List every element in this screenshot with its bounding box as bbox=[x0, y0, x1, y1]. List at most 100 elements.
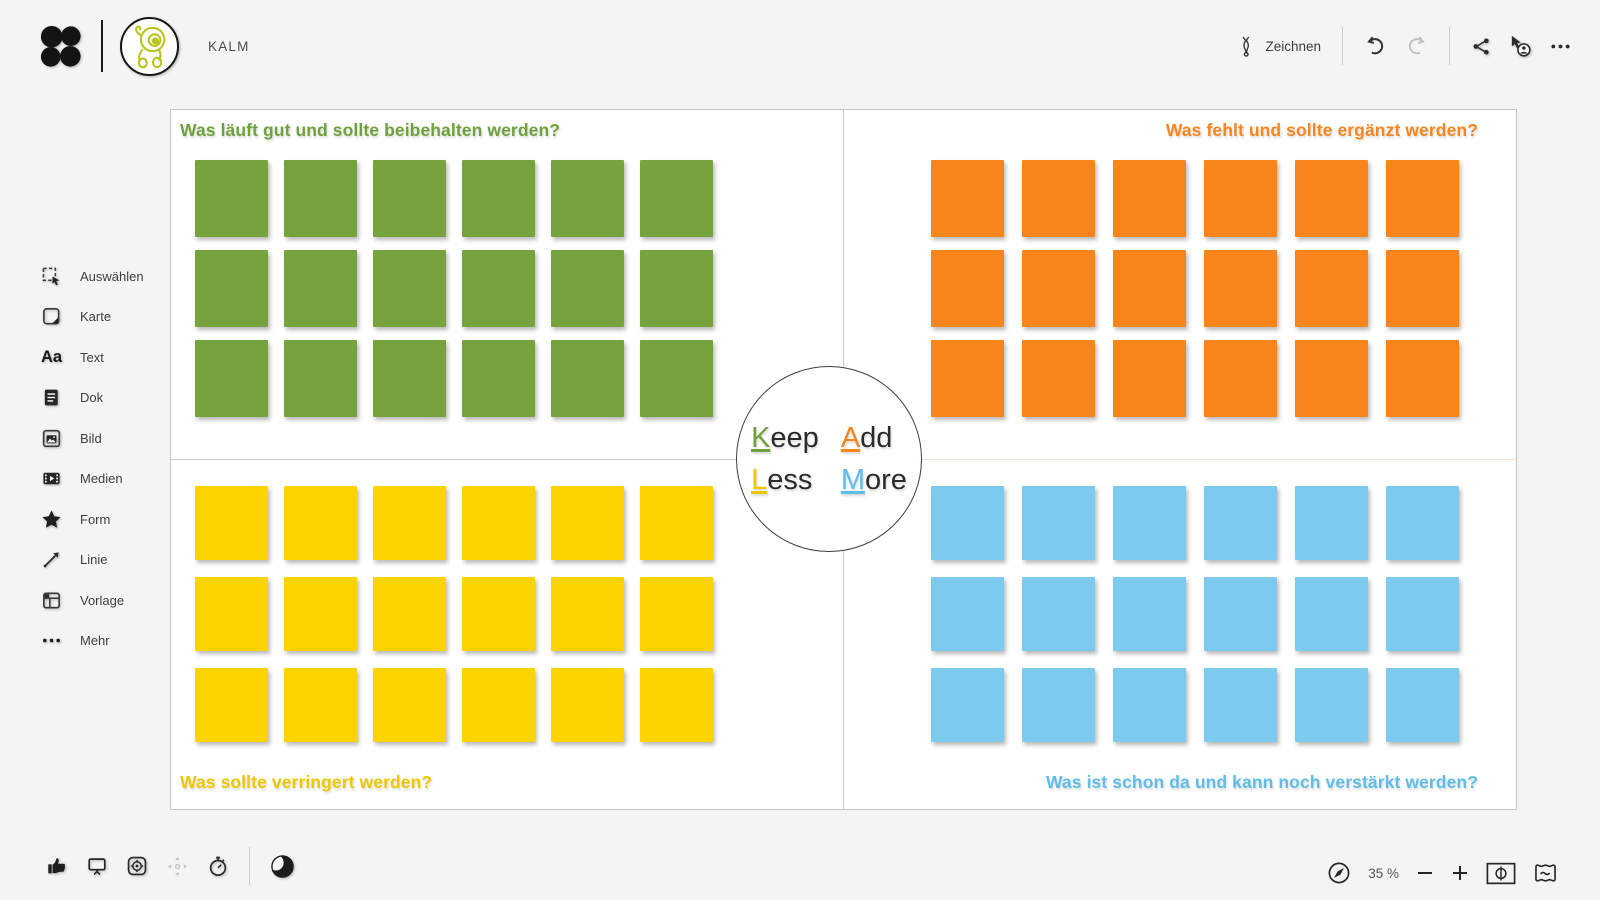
sticky-note[interactable] bbox=[1204, 668, 1277, 742]
sticky-note[interactable] bbox=[1386, 486, 1459, 560]
sticky-note[interactable] bbox=[1295, 250, 1368, 327]
sticky-note[interactable] bbox=[462, 486, 535, 560]
sticky-note[interactable] bbox=[373, 577, 446, 651]
fit-screen-button[interactable] bbox=[1486, 862, 1516, 885]
thumbs-up-icon[interactable] bbox=[46, 855, 68, 877]
sticky-note[interactable] bbox=[373, 486, 446, 560]
sticky-note[interactable] bbox=[1295, 160, 1368, 237]
zoom-in-button[interactable] bbox=[1451, 864, 1469, 882]
sticky-note[interactable] bbox=[1204, 160, 1277, 237]
sticky-note[interactable] bbox=[551, 577, 624, 651]
sticky-note[interactable] bbox=[1295, 340, 1368, 417]
sticky-note[interactable] bbox=[1022, 668, 1095, 742]
sidebar-item-mehr[interactable]: Mehr bbox=[40, 630, 144, 652]
sticky-note[interactable] bbox=[931, 250, 1004, 327]
sticky-note[interactable] bbox=[640, 160, 713, 237]
sticky-note[interactable] bbox=[1204, 250, 1277, 327]
sticky-note[interactable] bbox=[462, 250, 535, 327]
sticky-note[interactable] bbox=[1113, 340, 1186, 417]
sticky-note[interactable] bbox=[462, 340, 535, 417]
sticky-note[interactable] bbox=[284, 668, 357, 742]
sidebar-item-medien[interactable]: Medien bbox=[40, 468, 144, 490]
sticky-note[interactable] bbox=[551, 250, 624, 327]
sticky-note[interactable] bbox=[373, 160, 446, 237]
sticky-note[interactable] bbox=[640, 486, 713, 560]
contrast-icon[interactable] bbox=[270, 854, 295, 879]
sticky-note[interactable] bbox=[1022, 160, 1095, 237]
sticky-note[interactable] bbox=[284, 340, 357, 417]
sticky-note[interactable] bbox=[551, 340, 624, 417]
sticky-note[interactable] bbox=[640, 250, 713, 327]
undo-button[interactable] bbox=[1364, 34, 1388, 58]
sticky-note[interactable] bbox=[1113, 668, 1186, 742]
sticky-note[interactable] bbox=[1204, 486, 1277, 560]
sticky-note[interactable] bbox=[1113, 250, 1186, 327]
sticky-note[interactable] bbox=[1204, 577, 1277, 651]
sticky-note[interactable] bbox=[373, 250, 446, 327]
sticky-note[interactable] bbox=[1113, 577, 1186, 651]
sticky-note[interactable] bbox=[1386, 160, 1459, 237]
sidebar-item-bild[interactable]: Bild bbox=[40, 427, 144, 449]
sticky-note[interactable] bbox=[195, 668, 268, 742]
sticky-note[interactable] bbox=[284, 160, 357, 237]
sticky-note[interactable] bbox=[1386, 668, 1459, 742]
sticky-note[interactable] bbox=[284, 250, 357, 327]
zoom-out-button[interactable] bbox=[1416, 864, 1434, 882]
quadrant-keep-title[interactable]: Was läuft gut und sollte beibehalten wer… bbox=[180, 120, 561, 140]
sticky-note[interactable] bbox=[195, 340, 268, 417]
more-button[interactable] bbox=[1549, 35, 1572, 58]
presenter-button[interactable] bbox=[1508, 34, 1533, 59]
quadrant-more-title[interactable]: Was ist schon da und kann noch verstärkt… bbox=[1045, 772, 1478, 792]
sticky-note[interactable] bbox=[284, 577, 357, 651]
sticky-note[interactable] bbox=[1386, 577, 1459, 651]
sticky-note[interactable] bbox=[1295, 577, 1368, 651]
sticky-note[interactable] bbox=[1386, 340, 1459, 417]
sticky-note[interactable] bbox=[373, 340, 446, 417]
sticky-note[interactable] bbox=[931, 340, 1004, 417]
sidebar-item-auswaehlen[interactable]: Auswählen bbox=[40, 265, 144, 287]
minimap-button[interactable] bbox=[1533, 863, 1558, 884]
sticky-note[interactable] bbox=[462, 577, 535, 651]
sticky-note[interactable] bbox=[1204, 340, 1277, 417]
sticky-note[interactable] bbox=[1022, 486, 1095, 560]
sticky-note[interactable] bbox=[1113, 486, 1186, 560]
sticky-note[interactable] bbox=[1295, 668, 1368, 742]
sticky-note[interactable] bbox=[551, 160, 624, 237]
kalm-center-circle[interactable]: Keep Add Less More bbox=[736, 366, 922, 552]
sticky-note[interactable] bbox=[284, 486, 357, 560]
sticky-note[interactable] bbox=[195, 250, 268, 327]
redo-button[interactable] bbox=[1404, 34, 1428, 58]
sidebar-item-vorlage[interactable]: Vorlage bbox=[40, 589, 144, 611]
sticky-note[interactable] bbox=[1022, 250, 1095, 327]
compass-icon[interactable] bbox=[1327, 861, 1351, 885]
sticky-note[interactable] bbox=[640, 577, 713, 651]
quadrant-less-title[interactable]: Was sollte verringert werden? bbox=[180, 772, 433, 792]
sticky-note[interactable] bbox=[195, 486, 268, 560]
sticky-note[interactable] bbox=[551, 668, 624, 742]
share-button[interactable] bbox=[1471, 36, 1492, 57]
sidebar-item-form[interactable]: Form bbox=[40, 508, 144, 530]
sticky-note[interactable] bbox=[640, 340, 713, 417]
sticky-note[interactable] bbox=[462, 160, 535, 237]
present-screen-icon[interactable] bbox=[86, 855, 108, 877]
sticky-note[interactable] bbox=[640, 668, 713, 742]
sticky-note[interactable] bbox=[1386, 250, 1459, 327]
sticky-note[interactable] bbox=[195, 577, 268, 651]
quadrant-add-title[interactable]: Was fehlt und sollte ergänzt werden? bbox=[1165, 120, 1478, 140]
sticky-note[interactable] bbox=[931, 668, 1004, 742]
sticky-note[interactable] bbox=[373, 668, 446, 742]
draw-button[interactable]: Zeichnen bbox=[1237, 35, 1321, 58]
sticky-note[interactable] bbox=[1113, 160, 1186, 237]
sticky-note[interactable] bbox=[462, 668, 535, 742]
sticky-note[interactable] bbox=[931, 486, 1004, 560]
sidebar-item-karte[interactable]: Karte bbox=[40, 306, 144, 328]
timer-icon[interactable] bbox=[207, 855, 229, 877]
canvas-board[interactable]: Was läuft gut und sollte beibehalten wer… bbox=[170, 109, 1517, 810]
sticky-note[interactable] bbox=[931, 577, 1004, 651]
sidebar-item-text[interactable]: Aa Text bbox=[40, 346, 144, 368]
sticky-note[interactable] bbox=[1022, 577, 1095, 651]
pan-icon[interactable] bbox=[166, 855, 189, 878]
focus-target-icon[interactable] bbox=[126, 855, 148, 877]
sidebar-item-dok[interactable]: Dok bbox=[40, 387, 144, 409]
sticky-note[interactable] bbox=[1295, 486, 1368, 560]
